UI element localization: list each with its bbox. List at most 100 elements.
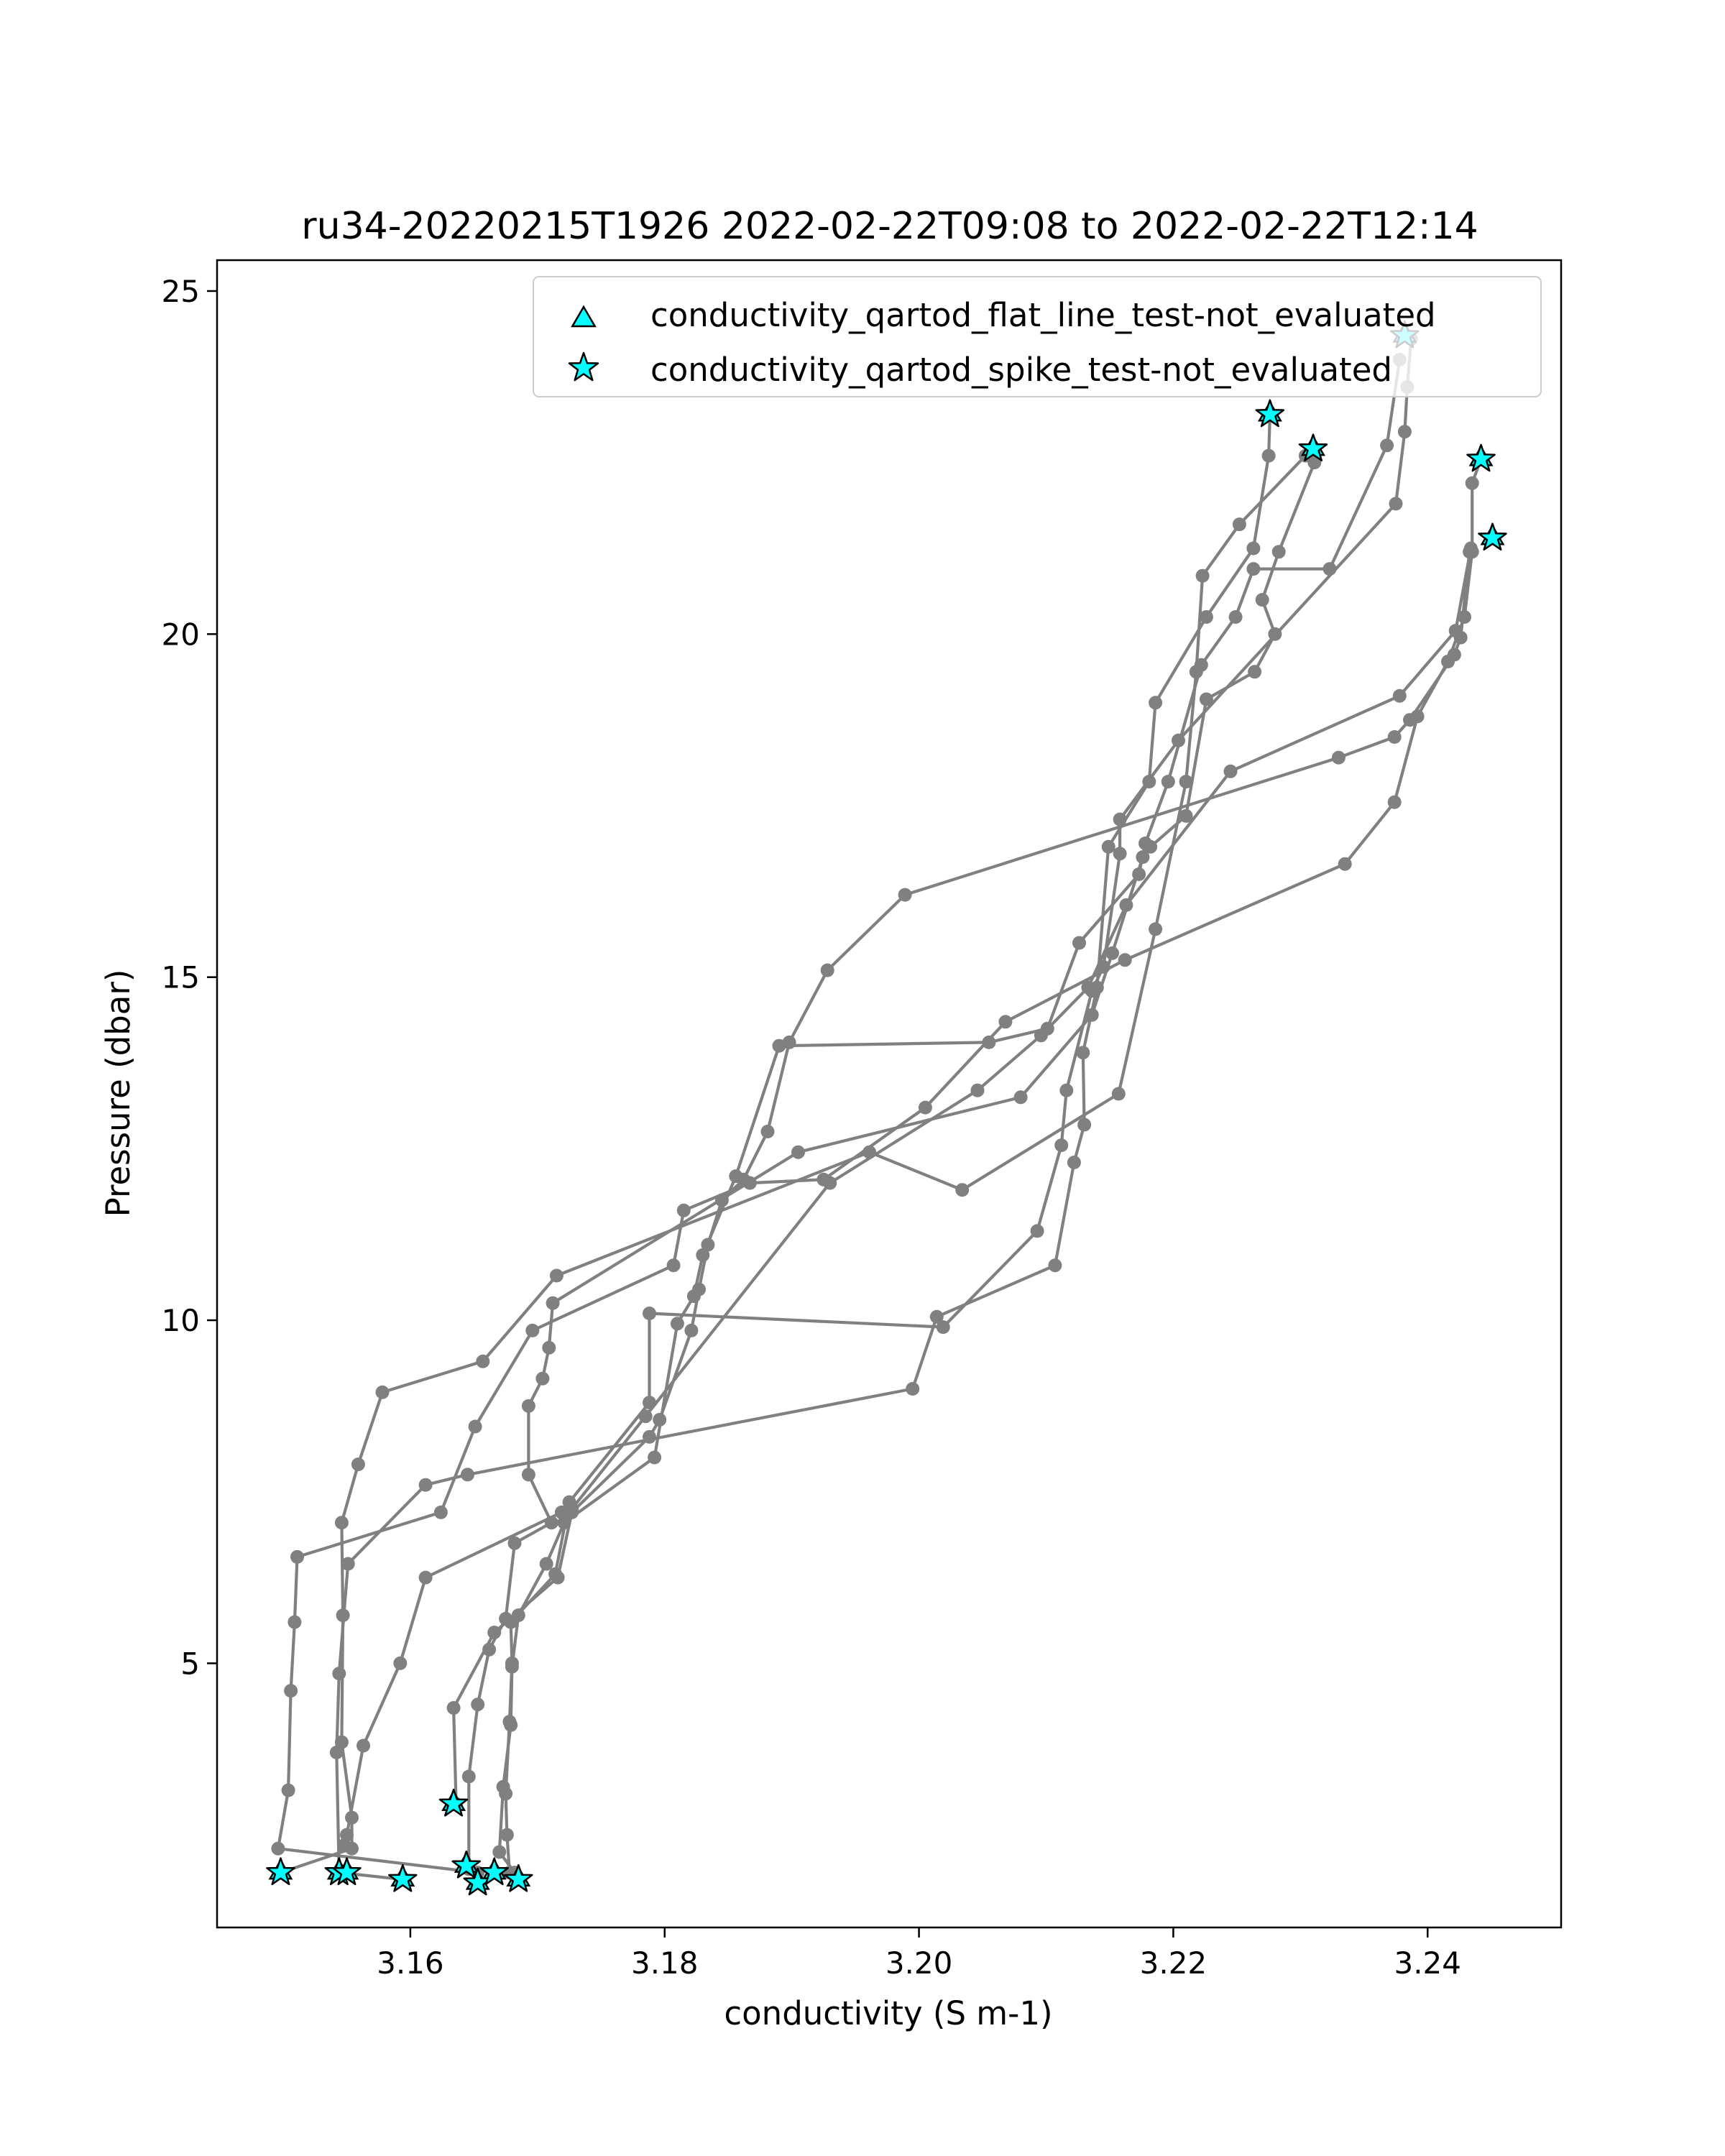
legend-triangle-marker	[571, 305, 597, 328]
profile-point	[1463, 541, 1478, 556]
profile-point	[643, 1396, 656, 1410]
profile-point	[1228, 610, 1243, 624]
y-tick-label: 20	[162, 617, 200, 652]
profile-point	[461, 1468, 474, 1482]
profile-point	[1113, 812, 1127, 826]
profile-point	[929, 1309, 944, 1324]
profile-point	[1105, 946, 1119, 960]
legend-triangle-glyph	[571, 305, 597, 328]
profile-point	[557, 1516, 571, 1530]
profile-point	[1448, 624, 1463, 638]
x-tick-label: 3.22	[1140, 1945, 1208, 1981]
profile-point	[1199, 610, 1213, 624]
profile-point	[288, 1615, 302, 1629]
profile-point	[1322, 562, 1337, 576]
profile-point	[290, 1549, 304, 1564]
profile-point	[1072, 936, 1086, 950]
spike-flag-marker	[1255, 399, 1285, 428]
chart-title: ru34-20220215T1926 2022-02-22T09:08 to 2…	[301, 205, 1478, 248]
profile-point	[1403, 713, 1417, 727]
profile-point	[418, 1570, 433, 1585]
profile-point	[271, 1841, 285, 1856]
profile-point	[476, 1354, 490, 1368]
profile-point	[482, 1642, 497, 1657]
profile-point	[341, 1557, 355, 1571]
profile-point	[1076, 1046, 1090, 1060]
spike-flag-marker	[504, 1864, 533, 1892]
profile-point	[1048, 1258, 1062, 1273]
profile-point	[496, 1779, 510, 1794]
profile-point	[1085, 1008, 1099, 1022]
profile-point	[772, 1038, 786, 1053]
profile-point	[340, 1828, 354, 1842]
profile-point	[1397, 425, 1412, 439]
legend-box	[533, 276, 1542, 397]
spike-flag-marker	[332, 1857, 362, 1886]
profile-point	[549, 1268, 564, 1283]
x-tick-label: 3.18	[631, 1945, 699, 1981]
profile-point	[1132, 867, 1146, 881]
profile-point	[823, 1176, 837, 1190]
profile-point	[356, 1738, 370, 1753]
profile-point	[1331, 750, 1346, 765]
legend-star-marker	[568, 351, 599, 382]
spike-flag-marker	[451, 1850, 482, 1879]
profile-point	[544, 1516, 558, 1530]
profile-point	[676, 1203, 691, 1217]
profile-point	[648, 1450, 662, 1465]
profile-point	[1246, 562, 1261, 576]
profile-point	[1161, 775, 1175, 789]
profile-point	[1013, 1090, 1028, 1105]
profile-point	[998, 1015, 1013, 1029]
profile-point	[393, 1656, 408, 1670]
legend-star-glyph	[568, 351, 599, 382]
profile-point	[1389, 497, 1403, 511]
profile-point	[546, 1296, 560, 1310]
x-axis-label: conductivity (S m-1)	[724, 1994, 1052, 2032]
profile-line	[497, 359, 1402, 1874]
profile-point	[666, 1258, 681, 1273]
spike-flag-marker	[438, 1788, 469, 1817]
profile-point	[1111, 1087, 1126, 1101]
profile-point	[955, 1183, 970, 1197]
spike-flag-marker	[388, 1864, 418, 1892]
y-tick-label: 10	[162, 1303, 200, 1338]
profile-point	[1067, 1156, 1081, 1169]
profile-point	[1179, 775, 1193, 789]
y-tick-label: 5	[180, 1646, 200, 1681]
profile-point	[329, 1746, 344, 1759]
profile-point	[684, 1323, 699, 1337]
y-tick-label: 25	[162, 274, 200, 309]
profile-point	[1194, 658, 1208, 672]
profile-point	[970, 1083, 985, 1097]
profile-point	[375, 1385, 390, 1399]
profile-point	[1077, 1118, 1092, 1132]
profile-point	[1387, 795, 1402, 809]
spike-flag-marker	[1478, 522, 1507, 551]
profile-point	[1179, 808, 1193, 823]
profile-point	[1248, 665, 1262, 679]
profile-point	[351, 1457, 365, 1472]
profile-point	[1232, 517, 1246, 532]
x-axis-ticks: 3.16 3.18 3.20 3.22 3.24	[377, 1927, 1461, 1981]
profile-point	[1392, 688, 1407, 703]
profile-point	[1271, 545, 1286, 559]
profile-point	[1387, 730, 1402, 744]
profile-point	[760, 1125, 775, 1138]
profile-point	[1138, 837, 1152, 850]
profile-point	[1149, 922, 1163, 936]
profile-point	[1223, 764, 1238, 778]
profile-point	[548, 1567, 563, 1581]
profile-point	[1040, 1021, 1054, 1036]
profile-point	[1030, 1224, 1044, 1238]
profile-point	[504, 1718, 518, 1732]
profile-point	[1113, 847, 1127, 861]
spike-flag-marker	[1298, 433, 1328, 461]
profile-point	[1307, 456, 1322, 470]
profile-point	[1085, 984, 1099, 998]
profile-point	[284, 1684, 298, 1698]
profile-point	[521, 1399, 535, 1413]
profile-point	[1380, 438, 1394, 453]
profile-point	[332, 1667, 346, 1681]
x-tick-label: 3.24	[1394, 1945, 1461, 1981]
